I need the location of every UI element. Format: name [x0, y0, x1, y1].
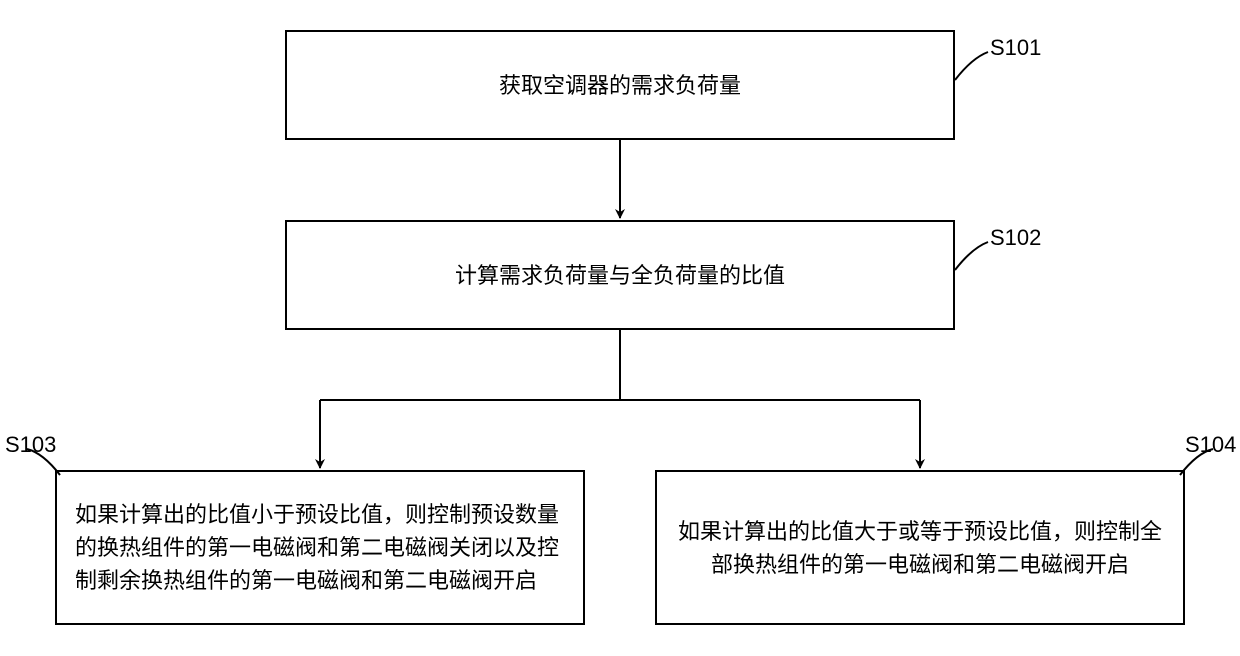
flow-step-4: 如果计算出的比值大于或等于预设比值，则控制全部换热组件的第一电磁阀和第二电磁阀开…	[655, 470, 1185, 625]
flow-step-4-text: 如果计算出的比值大于或等于预设比值，则控制全部换热组件的第一电磁阀和第二电磁阀开…	[675, 515, 1165, 581]
flow-step-3-label: S103	[5, 432, 56, 458]
flow-step-4-label: S104	[1185, 432, 1236, 458]
flow-step-2: 计算需求负荷量与全负荷量的比值	[285, 220, 955, 330]
flow-step-2-text: 计算需求负荷量与全负荷量的比值	[455, 259, 785, 292]
flow-step-2-label: S102	[990, 225, 1041, 251]
flow-step-1: 获取空调器的需求负荷量	[285, 30, 955, 140]
flow-step-3: 如果计算出的比值小于预设比值，则控制预设数量的换热组件的第一电磁阀和第二电磁阀关…	[55, 470, 585, 625]
flow-step-1-text: 获取空调器的需求负荷量	[499, 69, 741, 102]
flow-step-3-text: 如果计算出的比值小于预设比值，则控制预设数量的换热组件的第一电磁阀和第二电磁阀关…	[75, 498, 565, 597]
flow-step-1-label: S101	[990, 35, 1041, 61]
